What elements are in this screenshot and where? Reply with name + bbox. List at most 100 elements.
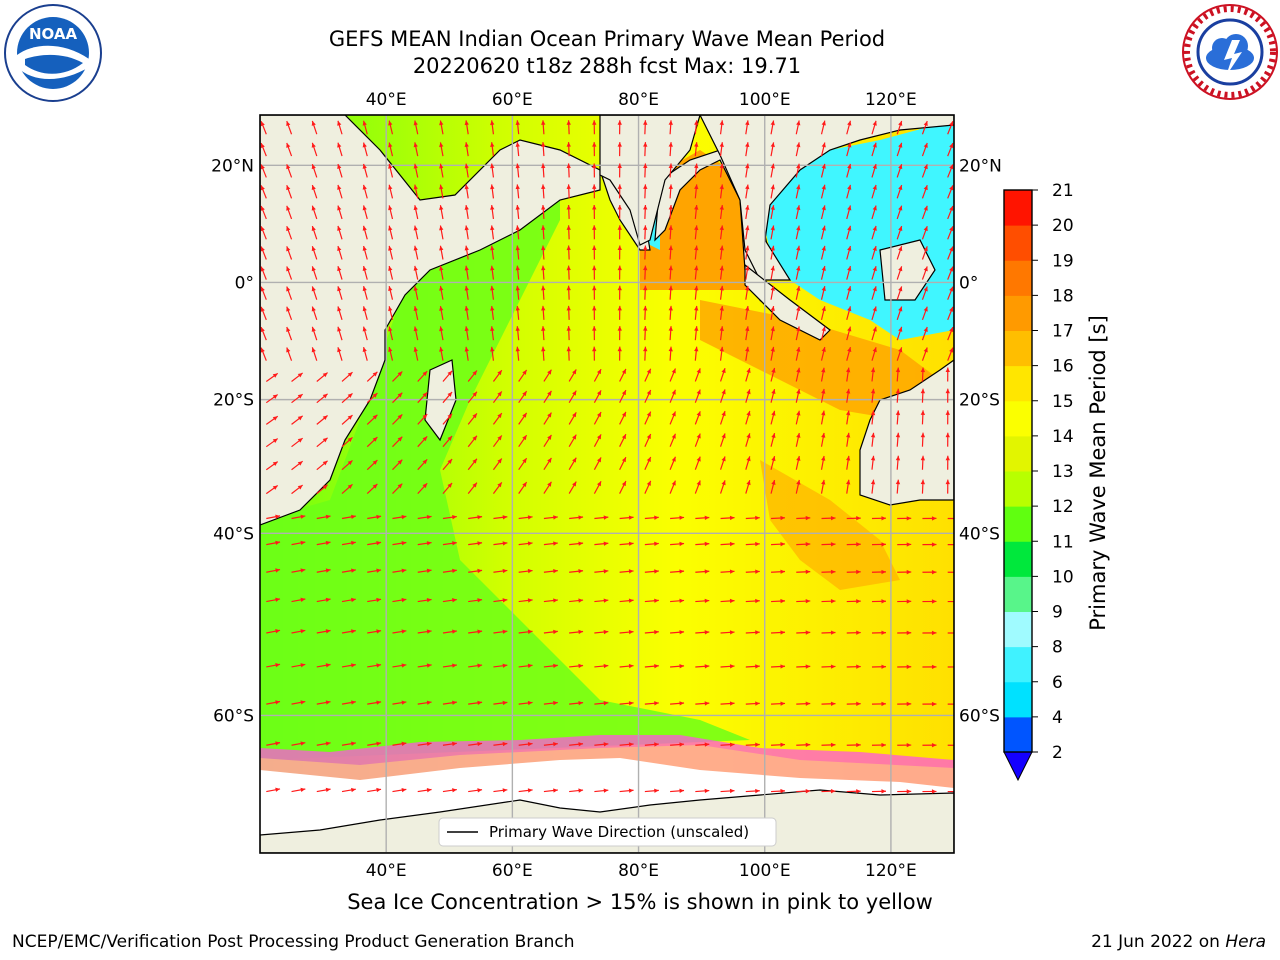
wave-arrow-head — [362, 120, 367, 126]
wave-arrow-head — [906, 516, 912, 521]
sea-ice-caption: Sea Ice Concentration > 15% is shown in … — [347, 890, 933, 914]
wave-arrow-head — [796, 479, 801, 485]
wave-arrow-head — [422, 483, 428, 489]
wave-arrow-head — [477, 663, 483, 668]
wave-arrow-head — [553, 629, 558, 635]
wave-arrow-head — [628, 663, 634, 669]
wave-arrow-head — [553, 663, 558, 669]
wave-arrow-head — [547, 369, 552, 375]
wave-arrow-head — [553, 788, 558, 793]
wave-arrow-head — [376, 741, 382, 746]
wave-arrow-head — [796, 205, 801, 211]
wave-arrow-head — [311, 326, 316, 332]
wave-arrow-head — [906, 789, 912, 794]
wave-arrow-head — [729, 742, 735, 747]
wave-arrow-head — [388, 225, 393, 231]
wave-arrow-head — [515, 305, 520, 311]
wave-arrow-head — [646, 480, 651, 486]
wave-arrow-head — [821, 120, 826, 126]
wave-arrow-head — [745, 245, 750, 251]
wave-arrow-head — [515, 225, 520, 231]
wave-arrow-head — [566, 163, 571, 169]
footer-date: 21 Jun 2022 on Hera — [1091, 932, 1266, 952]
wave-arrow-head — [719, 205, 724, 210]
wave-arrow-head — [502, 741, 508, 747]
wave-arrow-head — [311, 185, 316, 191]
wave-arrow-head — [755, 569, 760, 574]
wave-arrow-head — [830, 701, 836, 706]
wave-arrow-head — [351, 700, 356, 705]
wave-arrow-head — [452, 663, 457, 668]
wave-arrow-head — [745, 225, 750, 231]
wave-arrow-head — [617, 326, 622, 331]
wave-arrow-head — [847, 225, 852, 231]
wave-arrow-head — [490, 245, 495, 251]
wave-arrow-head — [547, 390, 552, 396]
wave-arrow-head — [337, 286, 342, 292]
wave-arrow-head — [949, 164, 954, 170]
wave-arrow-head — [694, 163, 699, 169]
wave-arrow-head — [297, 485, 303, 490]
wave-arrow-head — [464, 306, 469, 311]
colorbar-tick-label: 18 — [1052, 286, 1074, 306]
wave-arrow-head — [426, 629, 432, 634]
wave-arrow-head — [260, 205, 265, 211]
map-legend: Primary Wave Direction (unscaled) — [438, 817, 777, 847]
wave-arrow-head — [945, 479, 950, 485]
wave-arrow-head — [260, 286, 265, 292]
wave-arrow-head — [704, 598, 710, 604]
wave-arrow-head — [856, 630, 861, 635]
wave-arrow-head — [870, 455, 876, 461]
wave-arrow-head — [300, 540, 306, 546]
wave-arrow-head — [881, 599, 886, 604]
wave-arrow-head — [923, 347, 928, 353]
wave-arrow-head — [654, 663, 659, 669]
wave-arrow-head — [300, 597, 306, 602]
wave-arrow-head — [447, 413, 453, 419]
wave-arrow-head — [796, 285, 801, 291]
wave-arrow-head — [447, 392, 453, 397]
wave-arrow-head — [490, 120, 495, 126]
wave-arrow-head — [566, 225, 571, 230]
wave-arrow-head — [895, 367, 901, 373]
colorbar-tick-label: 11 — [1052, 532, 1074, 552]
wave-arrow-head — [464, 120, 469, 126]
wave-arrow-head — [464, 245, 469, 251]
wave-arrow-head — [578, 598, 584, 603]
wave-arrow-head — [260, 266, 265, 272]
wave-arrow-head — [275, 741, 281, 746]
wave-arrow-head — [541, 120, 546, 125]
wave-arrow-head — [628, 541, 634, 546]
wave-arrow-head — [541, 305, 546, 311]
wave-arrow-head — [719, 326, 724, 331]
wave-arrow-head — [527, 515, 533, 520]
wave-arrow-head — [881, 664, 886, 669]
wave-arrow-head — [931, 701, 937, 707]
wave-arrow-head — [351, 787, 356, 793]
colorbar-segment — [1004, 716, 1032, 753]
wave-arrow-head — [413, 285, 418, 291]
wave-arrow-head — [694, 285, 699, 291]
wave-arrow-head — [617, 120, 622, 125]
wave-arrow-head — [668, 204, 673, 210]
wave-arrow-head — [719, 142, 724, 147]
wave-arrow-head — [679, 515, 685, 520]
wave-arrow-head — [770, 120, 775, 126]
wave-arrow-head — [847, 245, 852, 251]
wave-arrow-head — [856, 569, 861, 575]
wave-arrow-head — [464, 285, 469, 291]
wave-arrow-head — [872, 306, 877, 312]
wave-arrow-head — [603, 788, 609, 793]
wave-arrow-head — [337, 347, 342, 353]
wave-arrow-head — [397, 392, 403, 398]
wave-arrow-head — [870, 479, 876, 485]
wave-arrow-head — [397, 483, 403, 489]
wave-arrow-head — [603, 742, 609, 747]
wave-arrow-head — [426, 568, 432, 573]
wave-arrow-head — [771, 389, 776, 395]
wave-arrow-head — [497, 458, 502, 464]
wave-arrow-head — [881, 630, 886, 635]
wave-arrow-head — [949, 266, 954, 272]
lat-tick-label-left: 60°S — [213, 706, 254, 726]
wave-arrow-head — [628, 742, 634, 747]
